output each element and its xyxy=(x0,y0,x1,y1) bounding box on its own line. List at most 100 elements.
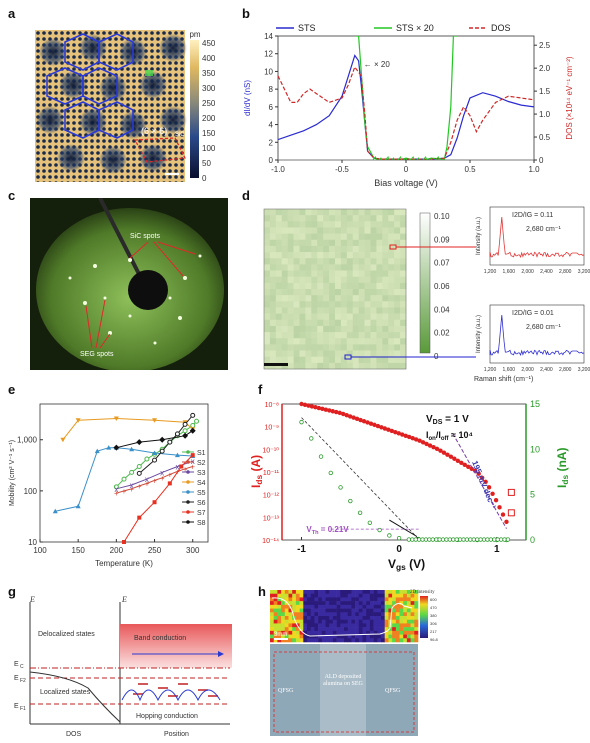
x20-annotation: ← × 20 xyxy=(364,60,391,69)
map-pixel xyxy=(275,319,283,327)
map-pixel xyxy=(346,209,354,216)
map-pixel xyxy=(311,295,318,302)
map-pixel xyxy=(403,604,408,609)
map-pixel xyxy=(388,593,393,598)
map-pixel xyxy=(369,608,374,613)
map-pixel xyxy=(352,319,359,327)
map-pixel xyxy=(275,239,283,247)
map-pixel xyxy=(352,276,359,284)
map-pixel xyxy=(388,282,395,290)
map-pixel xyxy=(321,627,326,632)
colorbar-d-tick-label: 0.09 xyxy=(434,235,450,244)
map-pixel xyxy=(275,270,283,277)
map-pixel xyxy=(347,612,352,617)
map-pixel xyxy=(314,590,319,595)
map-pixel xyxy=(269,276,277,284)
map-pixel xyxy=(323,338,330,345)
map-pixel xyxy=(314,593,319,598)
ids-log-point xyxy=(420,440,426,445)
map-pixel xyxy=(317,239,324,247)
data-point xyxy=(159,436,166,443)
map-pixel xyxy=(376,209,383,216)
hopping-path xyxy=(121,689,221,702)
map-pixel xyxy=(288,623,293,628)
map-pixel xyxy=(295,619,300,624)
ids-log-point xyxy=(316,405,322,411)
map-pixel xyxy=(344,593,348,598)
map-pixel xyxy=(275,209,283,216)
map-pixel xyxy=(346,215,354,222)
map-pixel xyxy=(364,221,371,228)
plot-frame xyxy=(277,35,535,161)
map-pixel xyxy=(370,307,377,314)
map-pixel xyxy=(329,616,334,621)
map-pixel xyxy=(317,356,324,364)
data-point xyxy=(174,431,180,437)
map-pixel xyxy=(325,627,330,632)
map-pixel xyxy=(347,590,352,595)
map-pixel xyxy=(299,350,306,357)
map-pixel xyxy=(310,612,315,617)
map-pixel xyxy=(344,619,348,624)
y-axis-label: Intensity (a.u.) xyxy=(476,315,482,353)
series-line-sts---20 xyxy=(354,36,458,160)
map-pixel xyxy=(293,338,300,345)
map-pixel xyxy=(321,597,326,602)
map-pixel xyxy=(414,619,419,624)
ids-lin-point xyxy=(309,436,314,441)
map-pixel xyxy=(340,313,348,321)
map-pixel xyxy=(318,608,323,613)
legend-marker xyxy=(186,450,190,454)
map-pixel xyxy=(323,344,330,351)
x-tick-label: 1,200 xyxy=(484,269,497,275)
map-pixel xyxy=(329,233,336,241)
map-pixel xyxy=(410,601,415,606)
map-pixel xyxy=(406,616,411,621)
map-pixel xyxy=(288,627,293,632)
map-pixel xyxy=(292,612,297,617)
map-pixel xyxy=(381,608,385,613)
map-pixel xyxy=(358,258,365,265)
map-pixel xyxy=(346,258,354,265)
map-pixel xyxy=(352,289,359,296)
map-pixel xyxy=(323,270,330,277)
map-pixel xyxy=(317,270,324,277)
map-pixel xyxy=(269,227,277,234)
ids-log-point xyxy=(407,434,412,440)
map-pixel xyxy=(388,350,395,357)
map-pixel xyxy=(340,608,345,613)
map-pixel xyxy=(340,619,345,624)
map-pixel xyxy=(344,623,348,628)
map-pixel xyxy=(406,597,411,602)
data-point xyxy=(190,422,196,428)
map-pixel xyxy=(376,301,383,308)
map-pixel xyxy=(346,227,354,234)
map-pixel xyxy=(388,301,395,308)
map-pixel xyxy=(307,616,311,621)
map-pixel xyxy=(399,601,404,606)
map-pixel xyxy=(388,627,393,632)
map-pixel xyxy=(366,634,371,639)
map-pixel xyxy=(335,245,342,253)
x-tick-label: 300 xyxy=(186,546,200,555)
map-pixel xyxy=(299,239,306,247)
map-pixel xyxy=(281,634,286,639)
map-pixel xyxy=(400,245,407,253)
map-pixel xyxy=(400,313,407,321)
diffraction-spots xyxy=(68,254,202,345)
ids-log-point xyxy=(309,404,315,409)
map-pixel xyxy=(292,619,297,624)
map-pixel xyxy=(264,301,271,308)
map-pixel xyxy=(399,627,404,632)
legend-marker xyxy=(186,520,190,524)
map-pixel xyxy=(410,597,415,602)
map-pixel xyxy=(269,215,277,222)
map-pixel xyxy=(329,301,336,308)
map-pixel xyxy=(369,601,374,606)
map-pixel xyxy=(384,627,389,632)
map-pixel xyxy=(321,608,326,613)
map-pixel xyxy=(317,313,324,321)
map-pixel xyxy=(373,604,378,609)
map-pixel xyxy=(406,623,411,628)
y-tick-label: 10⁻⁹ xyxy=(265,425,279,432)
